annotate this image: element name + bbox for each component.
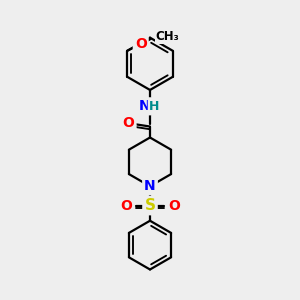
- Text: N: N: [139, 99, 151, 113]
- Text: S: S: [145, 198, 155, 213]
- Text: O: O: [123, 116, 134, 130]
- Text: N: N: [144, 179, 156, 193]
- Text: CH₃: CH₃: [156, 30, 179, 43]
- Text: O: O: [168, 199, 180, 213]
- Text: H: H: [149, 100, 159, 113]
- Text: O: O: [135, 37, 147, 51]
- Text: O: O: [120, 199, 132, 213]
